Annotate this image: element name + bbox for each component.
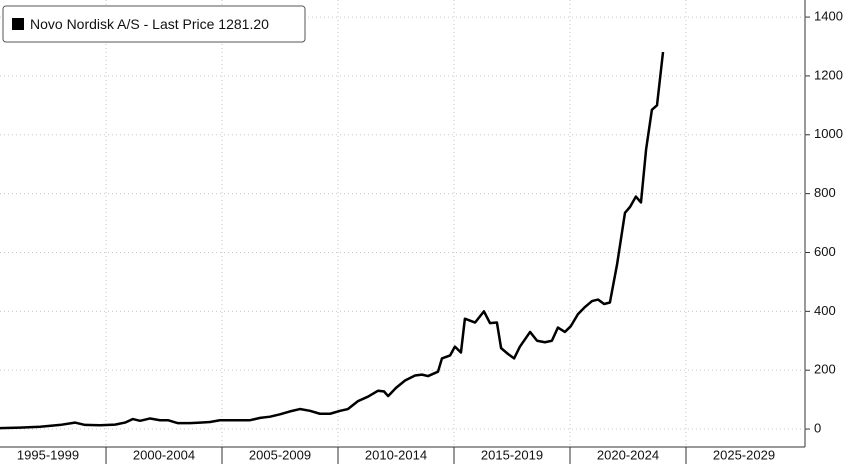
legend-swatch: [12, 18, 24, 30]
y-tick-label: 0: [814, 420, 821, 435]
y-tick-label: 1400: [814, 9, 843, 24]
legend-box: [2, 5, 306, 43]
y-tick-label: 800: [814, 185, 836, 200]
legend: Novo Nordisk A/S - Last Price 1281.20: [2, 5, 306, 43]
x-tick-label: 1995-1999: [17, 447, 79, 462]
legend-value: 1281.20: [218, 16, 269, 32]
y-tick-label: 200: [814, 362, 836, 377]
legend-label: Novo Nordisk A/S - Last Price 1281.20: [30, 16, 269, 32]
price-line: [0, 51, 665, 430]
y-tick-label: 1200: [814, 67, 843, 82]
x-tick-label: 2015-2019: [481, 447, 543, 462]
legend-name: Novo Nordisk A/S - Last Price: [30, 16, 215, 32]
y-tick-label: 400: [814, 303, 836, 318]
x-tick-label: 2010-2014: [365, 447, 427, 462]
y-tick-label: 1000: [814, 126, 843, 141]
x-tick-label: 2000-2004: [133, 447, 195, 462]
x-tick-label: 2020-2024: [597, 447, 659, 462]
x-tick-label: 2005-2009: [249, 447, 311, 462]
x-tick-label: 2025-2029: [713, 447, 775, 462]
y-tick-label: 600: [814, 244, 836, 259]
